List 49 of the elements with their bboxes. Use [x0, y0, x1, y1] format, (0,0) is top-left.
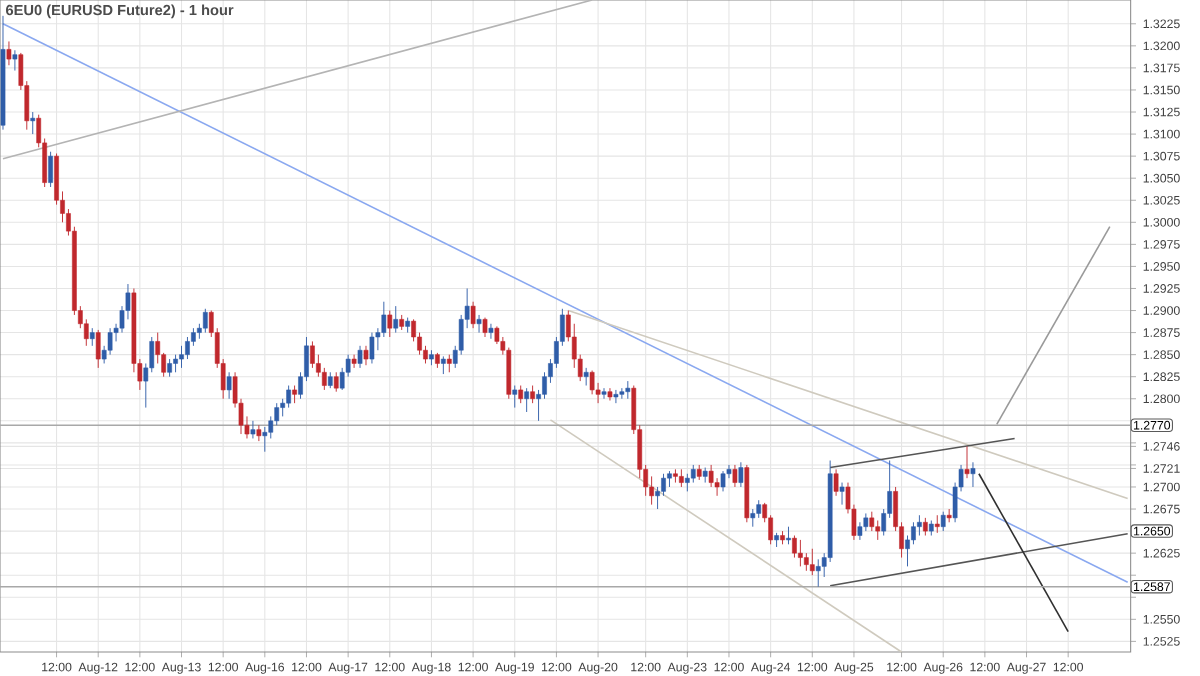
candlestick [613, 389, 619, 404]
candlestick [256, 424, 262, 442]
candlestick [792, 535, 797, 559]
candlestick [333, 371, 339, 393]
candlestick [107, 327, 113, 356]
candlestick [363, 345, 369, 366]
candlestick [869, 511, 875, 532]
candlestick [589, 370, 595, 395]
candlestick [48, 151, 53, 188]
candlestick [524, 387, 530, 413]
candlestick [476, 314, 482, 334]
candlestick [940, 511, 946, 532]
candlestick [470, 301, 476, 329]
candlestick [809, 548, 815, 576]
candlestick [512, 385, 518, 409]
candlestick [95, 329, 101, 369]
candlestick [369, 332, 375, 364]
candlestick [708, 464, 714, 488]
candlestick [351, 354, 357, 369]
candlestick [875, 520, 881, 541]
candlestick [202, 308, 208, 334]
candlestick [185, 336, 190, 360]
candlestick [833, 468, 839, 497]
candlestick [226, 371, 232, 400]
candlestick [250, 420, 256, 439]
candlestick [357, 345, 363, 369]
candlestick [607, 387, 613, 401]
candlestick [798, 539, 803, 567]
candlestick [601, 387, 607, 400]
candlestick [839, 482, 845, 506]
candlestick [286, 385, 291, 409]
candlestick [482, 317, 488, 338]
candlestick [12, 49, 18, 72]
candlestick [970, 461, 976, 488]
candlestick [964, 445, 970, 479]
candlestick [6, 40, 12, 66]
candlestick [738, 461, 744, 488]
candlestick [30, 111, 36, 135]
candlestick [619, 387, 625, 400]
candlestick [179, 345, 184, 369]
candlestick [857, 521, 863, 541]
candlestick [720, 470, 726, 492]
candlestick [917, 514, 922, 536]
candlestick [393, 305, 399, 334]
candlestick [387, 310, 393, 338]
candlestick [815, 558, 821, 588]
candlestick [488, 323, 494, 340]
candlestick [310, 340, 315, 369]
candlestick [732, 464, 738, 488]
